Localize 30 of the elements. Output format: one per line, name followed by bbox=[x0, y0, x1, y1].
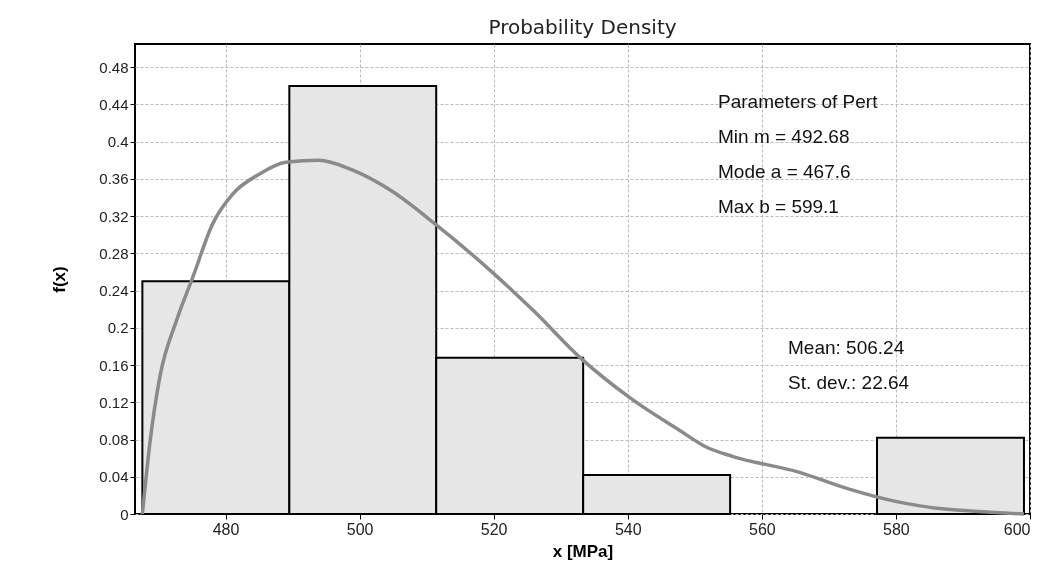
y-tick-label: 0.44 bbox=[99, 96, 129, 113]
annotation: Parameters of Pert bbox=[718, 91, 879, 112]
x-tick-label: 520 bbox=[480, 520, 508, 538]
y-tick-label: 0.04 bbox=[99, 468, 129, 486]
y-axis-title: f(x) bbox=[50, 266, 70, 293]
y-tick-label: 0.2 bbox=[107, 319, 129, 337]
x-tick-label: 480 bbox=[212, 520, 240, 538]
chart-title: Probability Density bbox=[488, 15, 677, 39]
y-tick-label: 0.24 bbox=[99, 282, 129, 300]
x-axis-title: x [MPa] bbox=[552, 541, 614, 561]
y-tick-label: 0.32 bbox=[99, 207, 129, 225]
x-tick-label: 500 bbox=[346, 520, 374, 538]
y-tick-label: 0.12 bbox=[99, 393, 129, 411]
x-tick-label: 600 bbox=[1003, 520, 1031, 538]
x-tick-label: 560 bbox=[748, 520, 776, 538]
y-tick-label: 0.36 bbox=[99, 170, 129, 188]
y-tick-label: 0.08 bbox=[99, 431, 129, 449]
y-tick-label: 0 bbox=[120, 505, 129, 523]
y-tick-label: 0.28 bbox=[99, 244, 129, 262]
line-series bbox=[140, 158, 1026, 516]
annotation: Max b = 599.1 bbox=[718, 196, 839, 217]
y-tick-label: 0.4 bbox=[107, 133, 129, 151]
annotation: St. dev.: 22.64 bbox=[788, 372, 910, 393]
x-tick-label: 580 bbox=[883, 520, 910, 538]
annotation: Mean: 506.24 bbox=[788, 337, 905, 358]
x-tick-label: 540 bbox=[614, 520, 642, 538]
annotation: Min m = 492.68 bbox=[718, 126, 850, 147]
y-tick-label: 0.16 bbox=[99, 356, 129, 374]
y-tick-label: 0.48 bbox=[99, 58, 129, 76]
annotation: Mode a = 467.6 bbox=[718, 161, 851, 182]
